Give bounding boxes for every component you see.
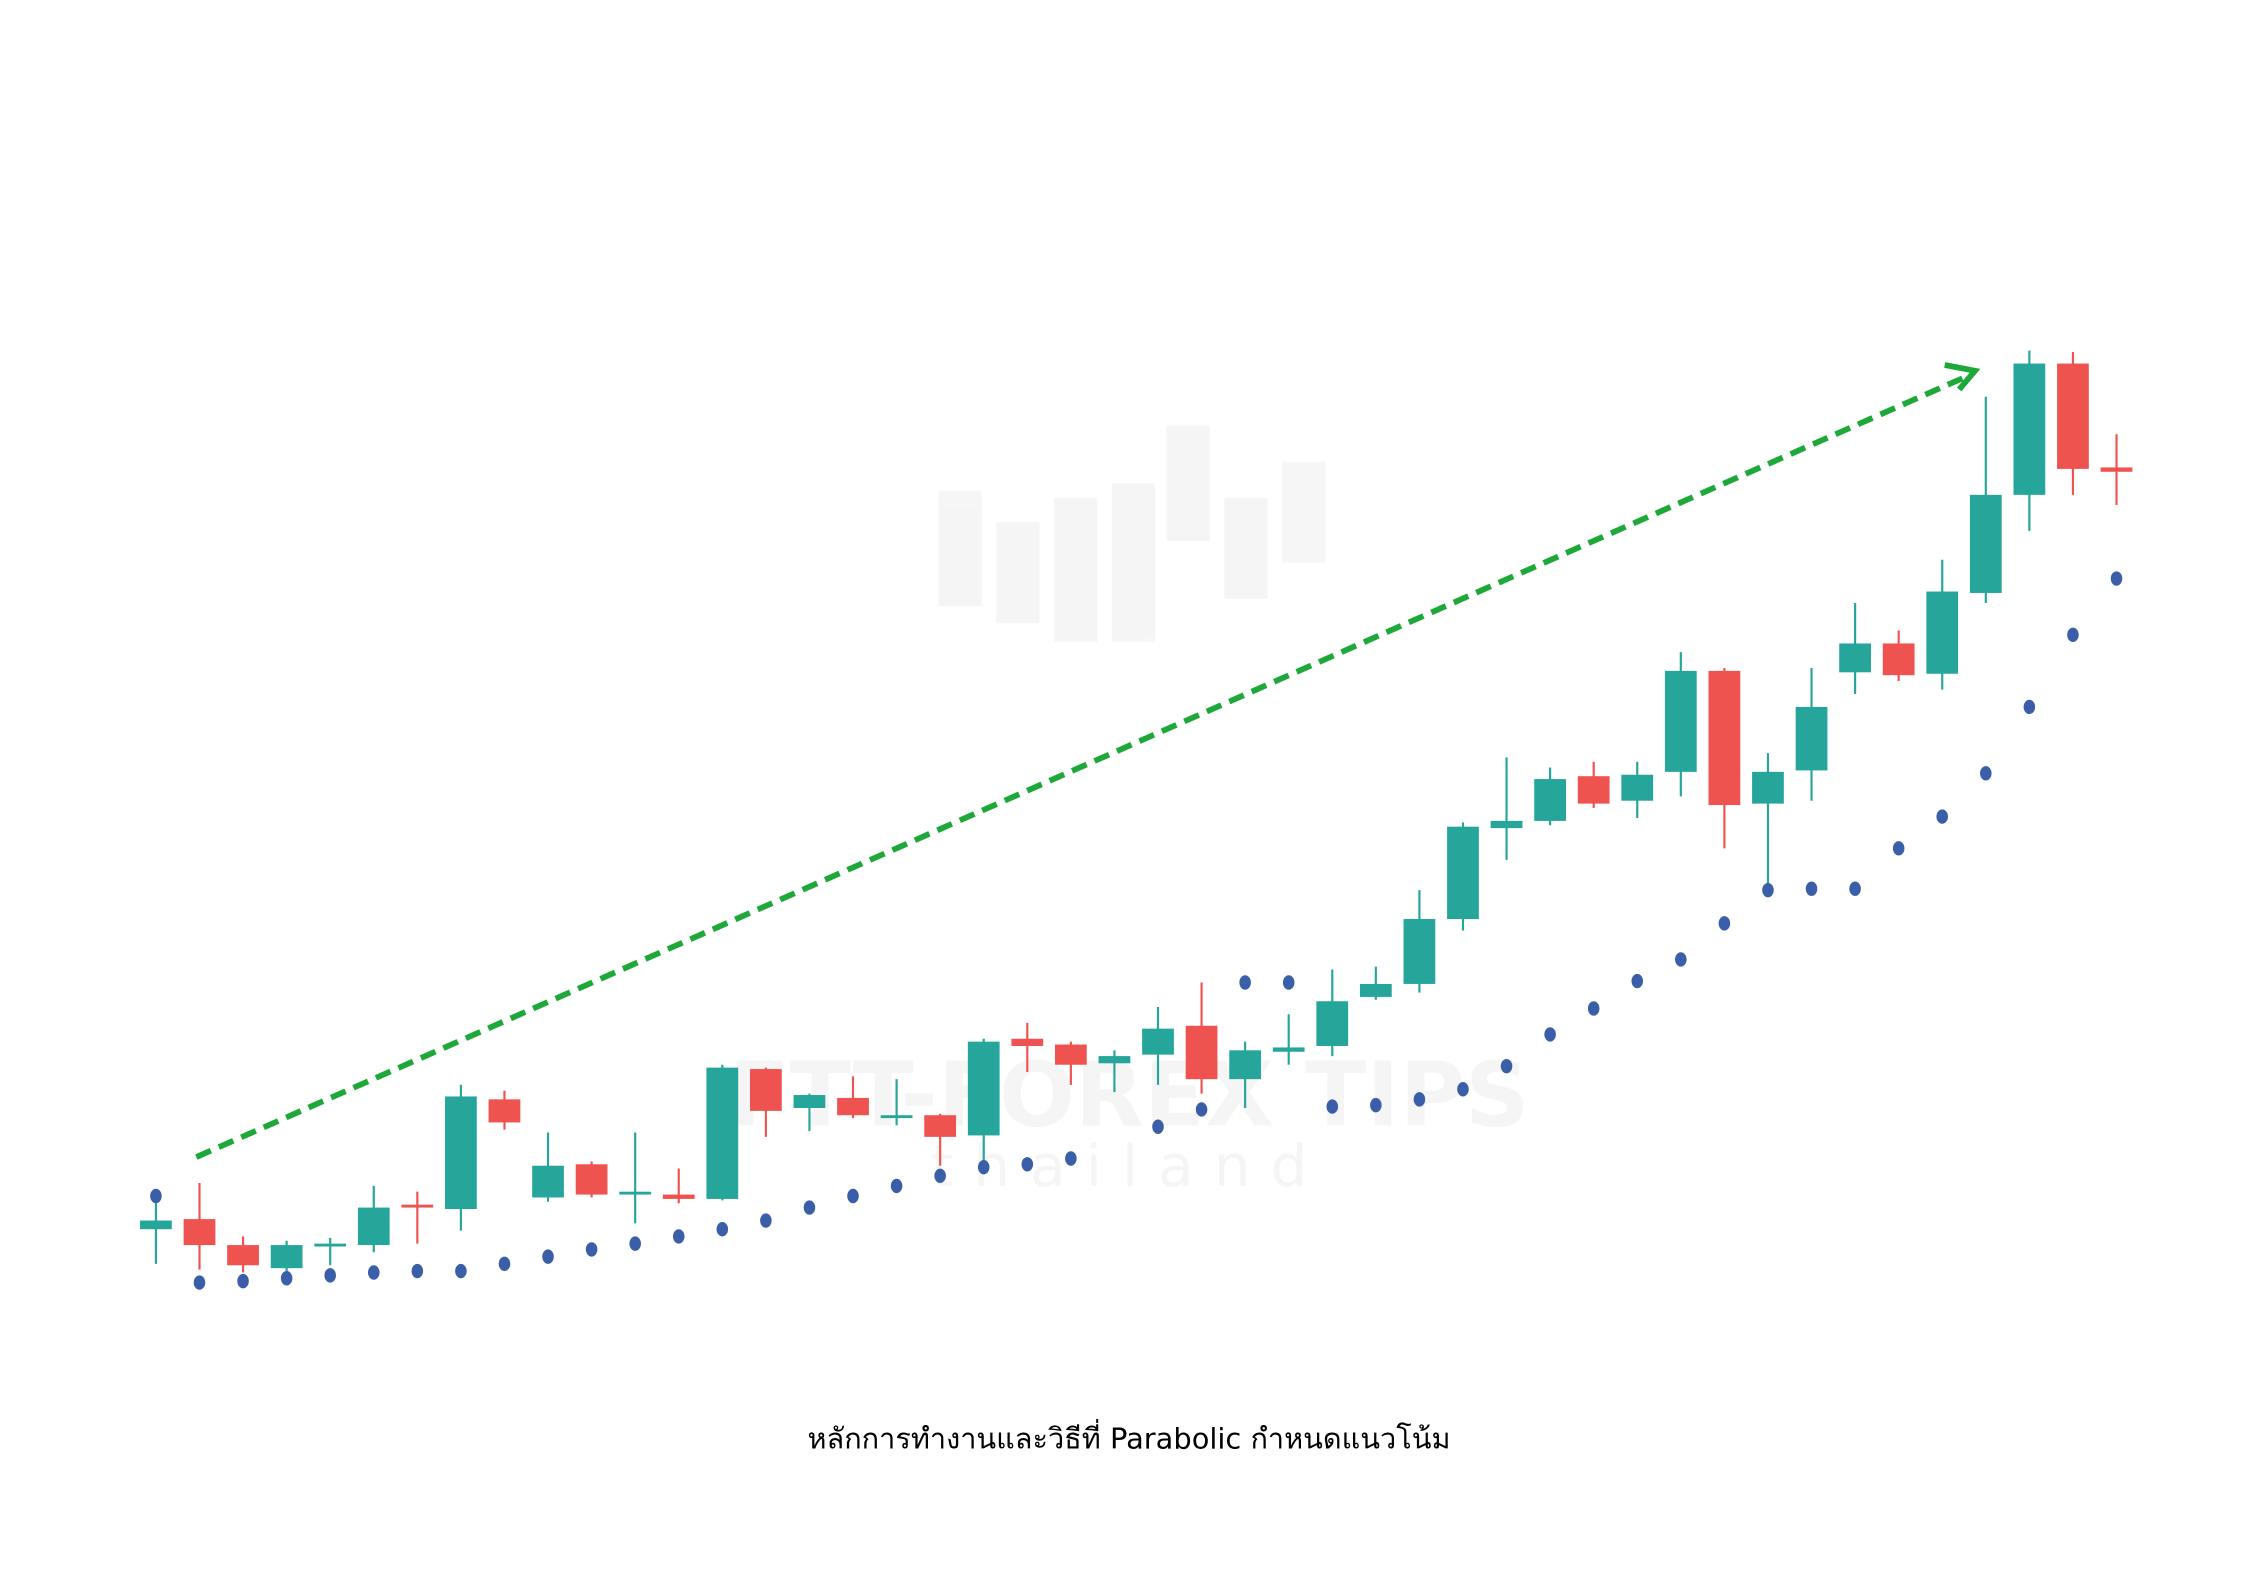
sar-dot — [629, 1236, 641, 1251]
caption: หลักการทำงานและวิธีที่ Parabolic กำหนดแน… — [807, 1419, 1450, 1456]
sar-dot — [1892, 841, 1905, 856]
candle-body — [2100, 467, 2133, 472]
candle-body — [488, 1099, 521, 1123]
sar-dot — [1195, 1102, 1208, 1117]
sar-dot — [1762, 882, 1774, 898]
candle-body — [227, 1245, 259, 1266]
candle-body — [1142, 1028, 1174, 1055]
sar-dot — [367, 1265, 380, 1280]
sar-dot — [1500, 1058, 1513, 1074]
sar-dot — [280, 1271, 293, 1286]
candle-body — [967, 1041, 1000, 1136]
sar-dot — [760, 1213, 772, 1228]
sar-dot — [716, 1221, 729, 1237]
candle-body — [1708, 670, 1741, 806]
candle-body — [1752, 771, 1784, 804]
candle-body — [662, 1194, 695, 1199]
candle-body — [1316, 1001, 1349, 1046]
sar-dot — [1587, 1001, 1600, 1016]
sar-dot — [193, 1275, 206, 1290]
sar-dot — [890, 1178, 903, 1194]
candle-body — [837, 1097, 869, 1116]
sar-dot — [1980, 766, 1992, 781]
sar-dot — [1544, 1027, 1556, 1042]
candle-body — [1359, 983, 1392, 997]
sar-dot — [847, 1188, 859, 1204]
sar-dot — [237, 1273, 249, 1289]
sar-dot — [1936, 809, 1949, 824]
candle-body — [1621, 774, 1654, 801]
candle-body — [1054, 1044, 1087, 1065]
candle-body — [924, 1115, 957, 1137]
candle-body — [532, 1165, 564, 1198]
sar-dot — [1675, 952, 1687, 967]
sar-dot — [1718, 916, 1731, 931]
sar-dot — [1326, 1099, 1339, 1114]
sar-dot — [150, 1188, 162, 1204]
sar-dot — [1370, 1097, 1382, 1113]
candle-body — [140, 1220, 172, 1230]
sar-dot — [1239, 975, 1251, 990]
candle-body — [445, 1096, 477, 1210]
candle-body — [1577, 776, 1610, 804]
candle-body — [793, 1095, 826, 1109]
sar-dot — [1457, 1082, 1469, 1097]
sar-dot — [2067, 627, 2079, 643]
watermark: FTT-FOREX TIPS thailand — [728, 425, 1530, 1200]
sar-dot — [2110, 571, 2123, 586]
candle-body — [183, 1219, 216, 1246]
sar-dot — [1805, 881, 1818, 896]
sar-dot — [585, 1242, 598, 1257]
candle-body — [1403, 919, 1436, 984]
candle-body — [1839, 643, 1871, 673]
candle-body — [270, 1245, 303, 1269]
candle-body — [2057, 363, 2089, 469]
candle-body — [575, 1164, 608, 1195]
sar-dot — [2023, 699, 2036, 715]
sar-dot — [324, 1268, 336, 1283]
candle-body — [1882, 643, 1915, 676]
candle-body — [1272, 1047, 1305, 1052]
candle-body — [1969, 494, 2002, 593]
candle-body — [401, 1204, 434, 1208]
candle-body — [1185, 1025, 1218, 1080]
candle-body — [750, 1069, 782, 1111]
candle-body — [706, 1067, 739, 1199]
candle-body — [1490, 820, 1523, 829]
sar-dot — [1152, 1119, 1164, 1134]
sar-dot — [1065, 1151, 1077, 1166]
sar-dot — [1021, 1157, 1034, 1172]
candle-body — [357, 1207, 390, 1246]
candle-body — [1098, 1056, 1131, 1064]
sar-dot — [1631, 973, 1644, 989]
candle-body — [880, 1115, 913, 1119]
sar-dot — [934, 1168, 946, 1184]
sar-dot — [542, 1249, 554, 1264]
candle-body — [1447, 826, 1479, 920]
sar-dot — [977, 1159, 990, 1175]
trend-arrow — [195, 362, 1981, 1160]
sar-dot — [411, 1263, 424, 1279]
candle-body — [1926, 591, 1959, 674]
sar-dot — [1282, 975, 1295, 990]
candle-body — [1664, 670, 1697, 772]
sar-dot — [1849, 881, 1861, 896]
candle-body — [1011, 1038, 1044, 1046]
candle-body — [1534, 779, 1566, 821]
sar-dot — [1413, 1092, 1426, 1107]
sar-dot — [455, 1263, 467, 1279]
sar-dot — [672, 1229, 685, 1244]
candle-body — [314, 1243, 347, 1247]
candle-body — [1229, 1050, 1262, 1080]
watermark-subtitle: thailand — [930, 1132, 1327, 1200]
candle-body — [619, 1191, 652, 1195]
sar-dot — [803, 1200, 816, 1215]
sar-dot — [498, 1256, 511, 1272]
candle-body — [2013, 363, 2046, 495]
candle-body — [1795, 706, 1828, 771]
